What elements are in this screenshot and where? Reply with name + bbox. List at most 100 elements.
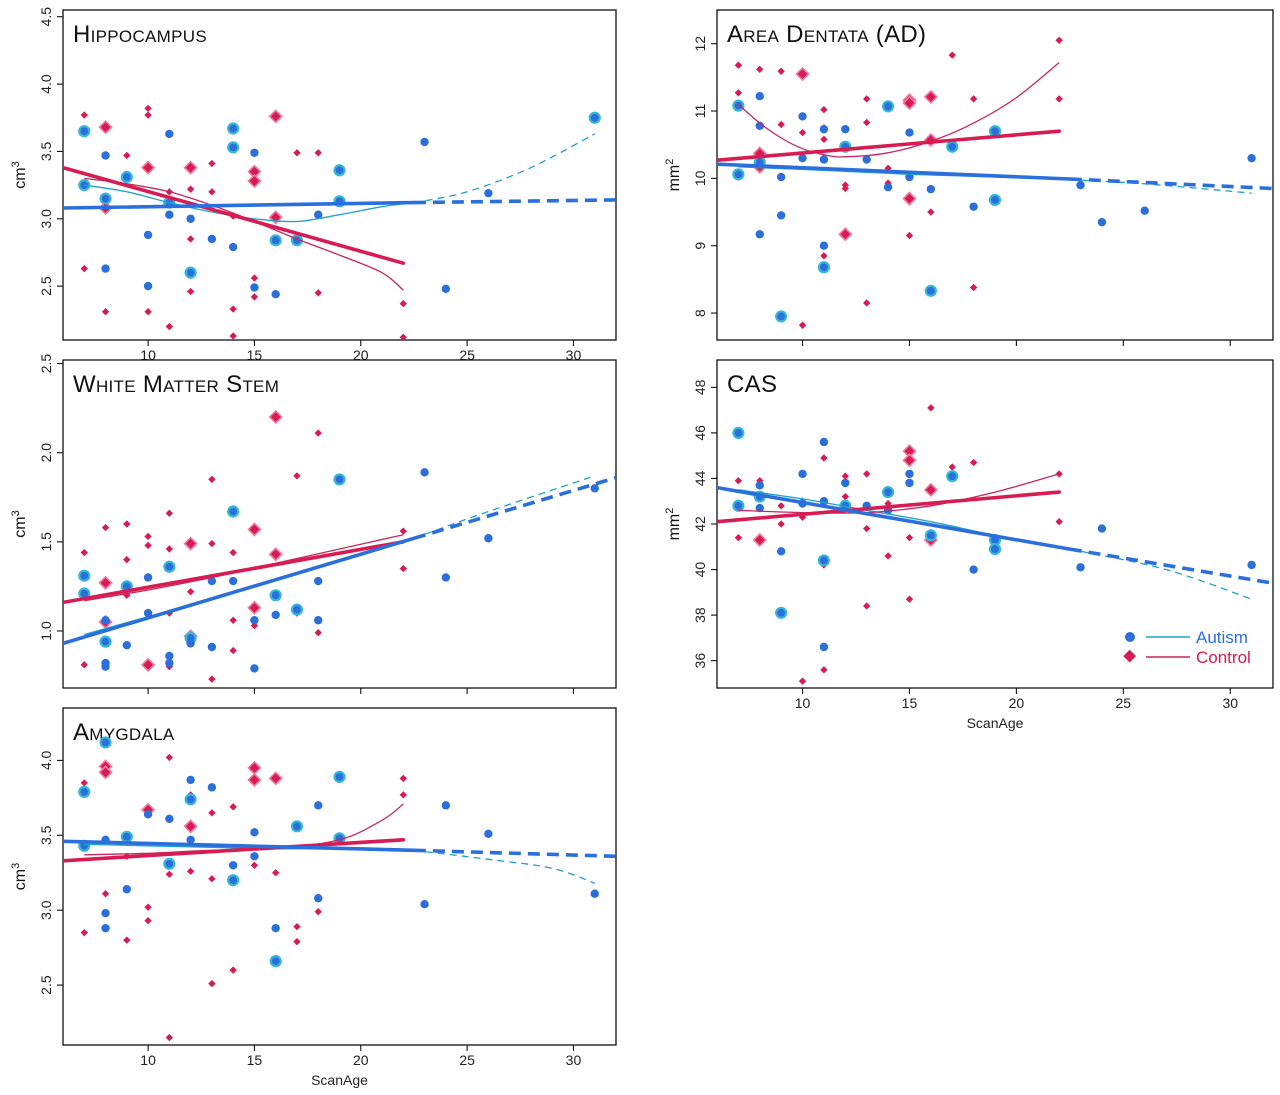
hippocampus-ytick-label: 4.5 [38, 7, 54, 27]
amygdala-ylabel: cm3 [10, 863, 29, 890]
cas-autism-point [755, 503, 764, 513]
area-dentata-control-point [841, 184, 849, 193]
cas-autism-point [798, 469, 807, 479]
hippocampus-control-point [250, 274, 259, 282]
white-matter-stem-control-point [399, 564, 407, 573]
amygdala-ytick-label: 2.5 [38, 975, 54, 995]
cas-control-point [798, 677, 807, 685]
amygdala-frame [62, 707, 617, 1046]
white-matter-stem-ylabel-sup: 3 [10, 510, 22, 516]
area-dentata-autism-point [946, 140, 959, 153]
amygdala-control-point [399, 774, 407, 783]
area-dentata-autism-point [841, 125, 850, 134]
hippocampus-autism-point [165, 129, 174, 139]
cas-xtick-label: 20 [1009, 695, 1025, 711]
area-dentata-control-point [734, 61, 743, 69]
hippocampus-frame [62, 9, 617, 341]
amygdala-autism-point [101, 923, 110, 933]
amygdala-title: Amygdala [73, 719, 175, 746]
white-matter-stem-autism-point [165, 651, 174, 661]
area-dentata-autism-point [755, 121, 764, 131]
white-matter-stem-plot-area [63, 409, 616, 683]
white-matter-stem-control-point [268, 547, 283, 562]
cas-control-point [863, 470, 871, 478]
cas-control-point [969, 458, 978, 467]
white-matter-stem-frame [62, 359, 617, 689]
area-dentata-autism-fit-extrapolated [1069, 177, 1273, 191]
hippocampus-control-point [186, 235, 195, 243]
white-matter-stem-control-point [247, 522, 262, 537]
cas-ytick-label: 42 [692, 516, 708, 532]
cas-xtick-label: 30 [1222, 695, 1238, 711]
amygdala-control-point [208, 875, 216, 883]
hippocampus-autism-loess [84, 184, 414, 223]
area-dentata-autism-point [969, 202, 978, 211]
white-matter-stem-autism-point [228, 576, 238, 586]
white-matter-stem-autism-point [590, 484, 599, 493]
white-matter-stem-autism-point [78, 569, 91, 582]
white-matter-stem-control-point [123, 555, 131, 564]
area-dentata-control-point [969, 283, 978, 292]
hippocampus-ytick-label: 4.0 [38, 74, 54, 94]
amygdala-control-point [123, 936, 131, 944]
amygdala-control-point [247, 760, 262, 776]
hippocampus-title: Hippocampus [73, 21, 207, 48]
cas-control-point [905, 595, 914, 603]
amygdala-control-point [229, 803, 237, 811]
cas-control-point [927, 404, 935, 412]
amygdala-control-point [314, 908, 322, 916]
amygdala-autism-point [271, 923, 280, 933]
amygdala-control-point [208, 979, 216, 988]
cas-control-point [923, 482, 938, 497]
white-matter-stem-control-point [101, 523, 110, 532]
hippocampus-control-point [101, 308, 110, 316]
hippocampus-autism-point [120, 170, 133, 184]
cas-autism-fit-extrapolated [1069, 547, 1273, 585]
amygdala-autism-point [590, 889, 599, 898]
cas-autism-point [988, 542, 1002, 556]
white-matter-stem-autism-point [99, 635, 112, 648]
white-matter-stem-control-point [247, 600, 262, 615]
hippocampus-xtick-label: 20 [353, 347, 369, 363]
area-dentata-autism-point [1076, 180, 1085, 190]
hippocampus-autism-point [228, 242, 238, 252]
hippocampus-autism-point [101, 264, 110, 273]
area-dentata-autism-point [776, 172, 786, 182]
amygdala-panel: Amygdala 2.5 3.0 3.5 4.0 10 15 20 25 30 cm3 ScanAge [10, 707, 617, 1088]
amygdala-xtick-label: 30 [566, 1052, 582, 1068]
hippocampus-autism-point [186, 214, 195, 223]
cas-autism-fit [717, 485, 1072, 551]
white-matter-stem-control-point [268, 409, 283, 425]
area-dentata-ytick-label: 10 [692, 170, 708, 186]
cas-control-loess [738, 473, 1060, 514]
hippocampus-control-point [229, 305, 237, 313]
amygdala-xtick-label: 25 [459, 1052, 475, 1068]
cas-autism-point [1076, 563, 1085, 572]
amygdala-control-point [183, 819, 198, 834]
amygdala-ytick-label: 4.0 [38, 750, 54, 770]
amygdala-xlabel: ScanAge [311, 1072, 368, 1088]
area-dentata-control-point [863, 299, 871, 307]
area-dentata-autism-fit [717, 162, 1072, 181]
white-matter-stem-autism-point [165, 658, 174, 668]
cas-autism-point [924, 529, 937, 542]
area-dentata-autism-point [798, 112, 807, 121]
cas-autism-point [905, 469, 914, 479]
area-dentata-control-point [798, 321, 807, 329]
area-dentata-control-point [905, 231, 914, 240]
area-dentata-plot-area [717, 36, 1273, 329]
cas-autism-loess-extrapolated [1069, 548, 1252, 600]
hippocampus-autism-point [184, 266, 197, 279]
cas-control-point [777, 502, 785, 510]
area-dentata-autism-point [819, 155, 829, 164]
hippocampus-autism-point [207, 234, 217, 244]
area-dentata-autism-point [732, 168, 745, 181]
cas-control-point [734, 533, 743, 542]
amygdala-control-point [165, 870, 174, 878]
hippocampus-ytick-label: 3.5 [38, 141, 54, 161]
area-dentata-autism-point [755, 92, 764, 101]
hippocampus-autism-point [227, 141, 240, 154]
amygdala-autism-fit-extrapolated [413, 848, 616, 859]
area-dentata-control-loess [737, 61, 1060, 158]
